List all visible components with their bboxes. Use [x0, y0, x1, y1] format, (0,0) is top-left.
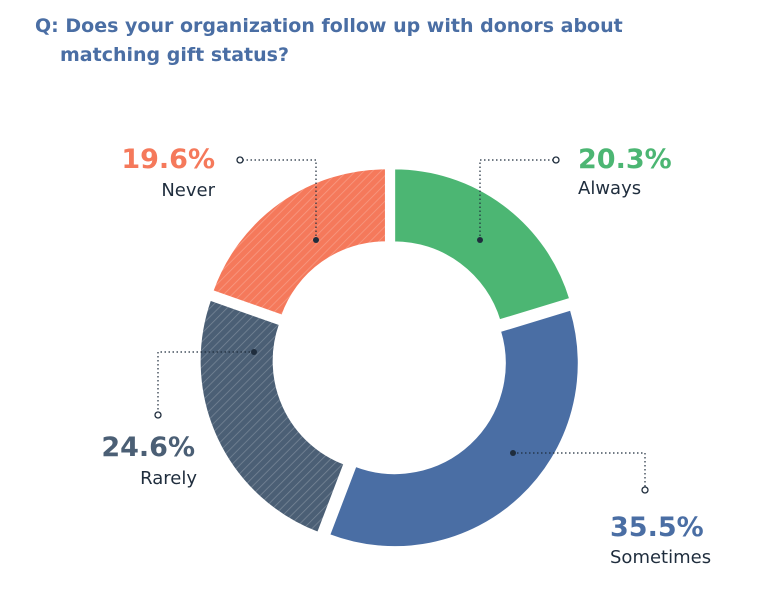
chart-title: Q: Does your organization follow up with…: [35, 15, 623, 66]
leader-dot: [477, 237, 483, 243]
leader-end: [236, 156, 244, 164]
leader-dot: [313, 237, 319, 243]
slice-hatch: [212, 168, 386, 316]
slice-hatch: [199, 299, 345, 533]
leader-line: [479, 159, 553, 240]
value-label: 35.5%: [610, 512, 704, 543]
leader-end: [552, 156, 560, 164]
leader-line: [157, 351, 254, 412]
leader-line: [243, 159, 317, 240]
value-label: 24.6%: [101, 432, 195, 463]
value-label: 20.3%: [578, 144, 672, 175]
leader-end: [154, 411, 162, 419]
leader-dot: [510, 450, 516, 456]
donut-slice: [393, 167, 572, 322]
category-label: Never: [161, 180, 215, 201]
category-label: Always: [578, 178, 641, 199]
leader-line: [513, 452, 646, 487]
leader-dot: [251, 349, 257, 355]
leader-end: [641, 486, 649, 494]
value-label: 19.6%: [121, 144, 215, 175]
category-label: Rarely: [140, 468, 197, 489]
category-label: Sometimes: [610, 547, 711, 568]
donut-slice: [327, 308, 580, 549]
